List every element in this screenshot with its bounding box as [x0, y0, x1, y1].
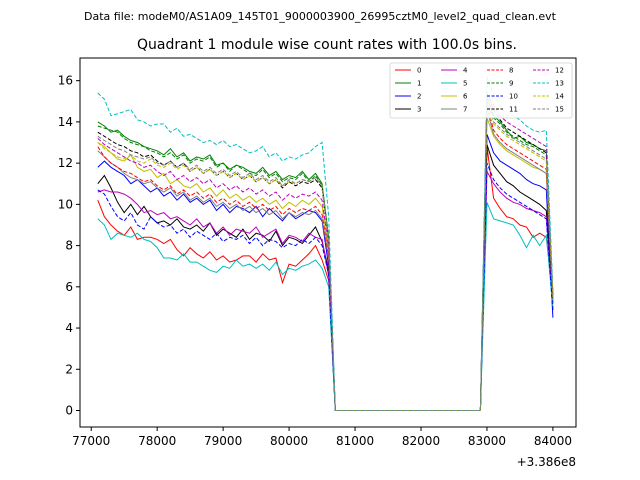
- series-line-15: [97, 101, 554, 411]
- legend-label-12: 12: [555, 67, 564, 75]
- legend-label-1: 1: [417, 80, 421, 88]
- plot-frame: [79, 57, 577, 428]
- x-tick-label: 79000: [204, 434, 242, 448]
- x-tick-label: 82000: [402, 434, 440, 448]
- legend-label-4: 4: [463, 67, 468, 75]
- legend-label-13: 13: [555, 80, 564, 88]
- y-tick-label: 0: [65, 404, 73, 418]
- legend-label-7: 7: [463, 106, 467, 114]
- legend-label-10: 10: [509, 93, 518, 101]
- y-tick-label: 4: [65, 321, 73, 335]
- series-line-13: [97, 76, 554, 411]
- x-tick-label: 84000: [534, 434, 572, 448]
- y-tick-label: 10: [58, 197, 73, 211]
- y-tick-label: 16: [58, 74, 73, 88]
- legend-label-8: 8: [509, 67, 513, 75]
- y-tick-label: 8: [65, 239, 73, 253]
- x-tick-label: 77000: [72, 434, 110, 448]
- y-tick-label: 14: [58, 115, 73, 129]
- y-tick-label: 6: [65, 280, 73, 294]
- y-tick-label: 12: [58, 156, 73, 170]
- legend-label-2: 2: [417, 93, 421, 101]
- chart-title: Quadrant 1 module wise count rates with …: [137, 37, 517, 53]
- x-tick-label: 80000: [270, 434, 308, 448]
- legend-label-15: 15: [555, 106, 564, 114]
- legend-label-0: 0: [417, 67, 421, 75]
- legend-label-11: 11: [509, 106, 518, 114]
- legend-label-5: 5: [463, 80, 467, 88]
- y-tick-label: 2: [65, 362, 73, 376]
- x-tick-label: 83000: [468, 434, 506, 448]
- legend-label-6: 6: [463, 93, 468, 101]
- series-layer: [97, 76, 554, 411]
- legend-label-9: 9: [509, 80, 513, 88]
- legend-label-3: 3: [417, 106, 421, 114]
- x-tick-label: 81000: [336, 434, 374, 448]
- figure-suptitle: Data file: modeM0/AS1A09_145T01_90000039…: [84, 10, 557, 23]
- legend-label-14: 14: [555, 93, 564, 101]
- legend-box: [389, 62, 573, 119]
- y-axis: 0 2 4 6 8 10 12 14 16: [58, 74, 80, 418]
- x-offset-label: +3.386e8: [517, 455, 576, 469]
- x-axis: 77000 78000 79000 80000 81000 82000 83000 84000: [72, 427, 572, 448]
- x-tick-label: 78000: [138, 434, 176, 448]
